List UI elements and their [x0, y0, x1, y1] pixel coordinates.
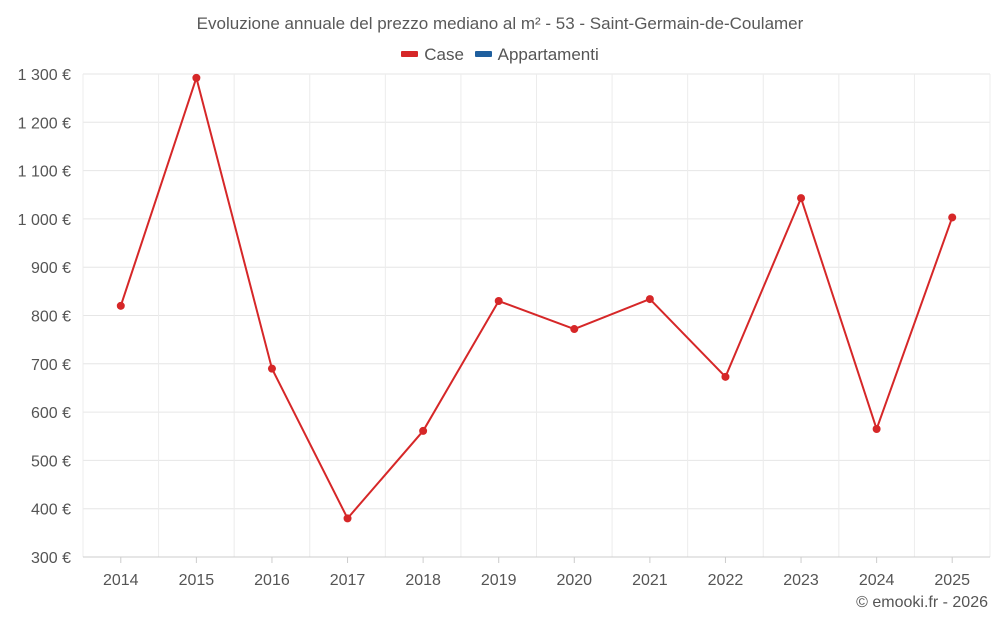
y-tick-label: 1 100 € [18, 164, 71, 181]
data-point [494, 297, 503, 306]
data-point [192, 73, 201, 82]
x-tick-label: 2022 [708, 572, 744, 589]
data-point [267, 364, 276, 373]
legend-item-appartamenti[interactable]: Appartamenti [474, 45, 599, 65]
data-point [570, 325, 579, 334]
x-tick-label: 2014 [103, 572, 139, 589]
y-tick-label: 1 000 € [18, 212, 71, 229]
x-tick-label: 2024 [859, 572, 895, 589]
y-tick-label: 700 € [31, 357, 71, 374]
x-tick-label: 2021 [632, 572, 668, 589]
data-point [116, 301, 125, 310]
x-tick-label: 2015 [179, 572, 215, 589]
credit-text: © emooki.fr - 2026 [856, 594, 988, 611]
data-point [872, 425, 881, 434]
legend-item-case[interactable]: Case [401, 45, 464, 65]
x-tick-label: 2016 [254, 572, 290, 589]
y-tick-label: 600 € [31, 405, 71, 422]
x-tick-label: 2023 [783, 572, 819, 589]
y-tick-label: 1 300 € [18, 67, 71, 84]
data-point [948, 213, 957, 222]
x-tick-label: 2018 [405, 572, 441, 589]
series-line [119, 76, 954, 520]
data-point [419, 426, 428, 435]
x-tick-label: 2025 [934, 572, 970, 589]
y-tick-label: 300 € [31, 550, 71, 567]
chart-title: Evoluzione annuale del prezzo mediano al… [196, 14, 804, 33]
y-tick-label: 500 € [31, 453, 71, 470]
legend-swatch-appartamenti [474, 50, 492, 57]
y-tick-label: 1 200 € [18, 115, 71, 132]
x-tick-label: 2017 [330, 572, 366, 589]
data-point [645, 295, 654, 304]
y-tick-label: 400 € [31, 502, 71, 519]
legend-swatch-case [401, 50, 419, 57]
y-tick-label: 800 € [31, 309, 71, 326]
x-tick-label: 2019 [481, 572, 517, 589]
data-point [343, 514, 352, 523]
legend-label-appartamenti: Appartamenti [497, 45, 599, 64]
x-tick-label: 2020 [556, 572, 592, 589]
data-point [797, 194, 806, 203]
data-point [721, 372, 730, 381]
legend: Case Appartamenti [0, 45, 1000, 65]
y-tick-label: 900 € [31, 260, 71, 277]
legend-label-case: Case [424, 45, 464, 64]
